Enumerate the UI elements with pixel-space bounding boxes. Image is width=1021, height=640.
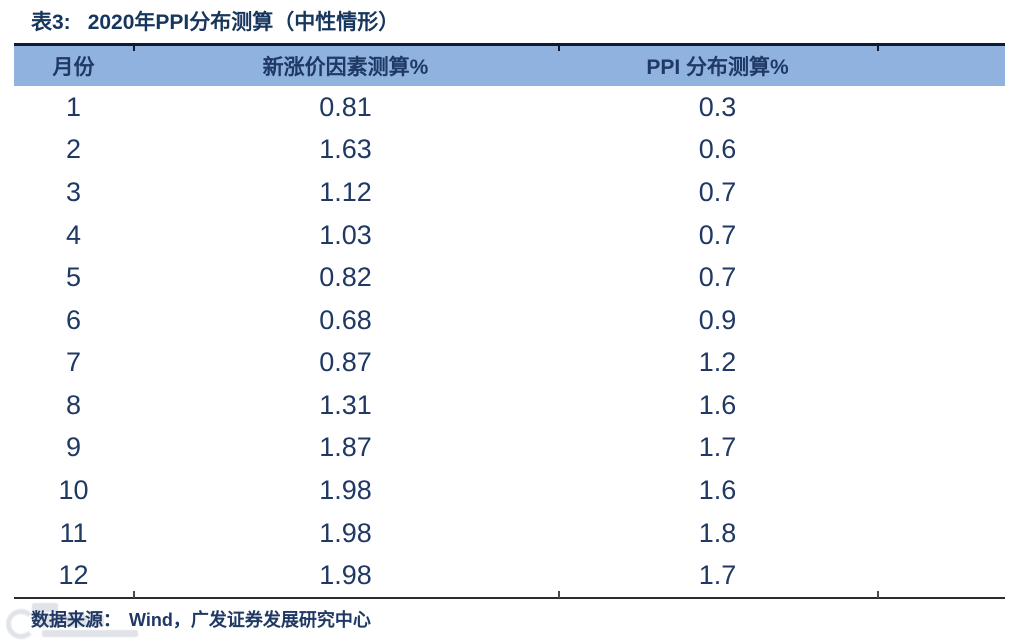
table-cell: 6: [65, 304, 82, 335]
table-cell: 0.7: [698, 262, 737, 293]
table-caption-prefix: 表3:: [31, 11, 71, 34]
table-header-row: 月份 新涨价因素测算% PPI 分布测算%: [14, 46, 1005, 86]
table-row: 2 1.63 0.6: [14, 129, 1005, 172]
table-cell: 1.6: [698, 474, 737, 505]
table-cell: 0.9: [698, 304, 737, 335]
data-source-label: 数据来源：: [31, 610, 121, 630]
table-cell: 1.98: [319, 560, 372, 591]
table-row: 6 0.68 0.9: [14, 299, 1005, 342]
table-cell: 1.6: [698, 389, 737, 420]
table-cell: 1.03: [319, 219, 372, 250]
table-cell: 7: [65, 347, 82, 378]
table-caption: 表3: 2020年PPI分布测算（中性情形）: [31, 6, 399, 36]
table-cell: 5: [65, 262, 82, 293]
table-cell: 1.31: [319, 389, 372, 420]
table-cell: 1.12: [319, 176, 372, 207]
table-cell: 1.2: [698, 347, 737, 378]
table-cell: 0.7: [698, 219, 737, 250]
column-tick: [558, 591, 560, 598]
table-cell: 1: [65, 91, 82, 122]
table-bottom-rule: [14, 597, 1005, 599]
table-cell: 0.3: [698, 91, 737, 122]
table-cell: 11: [59, 517, 88, 548]
column-header-month: 月份: [52, 56, 95, 79]
table-cell: 10: [58, 474, 89, 505]
table-row: 5 0.82 0.7: [14, 256, 1005, 299]
table-cell: 3: [65, 176, 82, 207]
column-tick: [877, 591, 879, 598]
table-cell: 1.63: [319, 134, 372, 165]
table-body: 1 0.81 0.3 2 1.63 0.6 3 1.12 0.7 4 1.03 0.7 5 0.82 0.7…: [14, 86, 1005, 597]
table-row: 12 1.98 1.7: [14, 554, 1005, 597]
table-cell: 1.98: [319, 474, 372, 505]
column-header-new-price-factor: 新涨价因素测算%: [262, 56, 429, 79]
table-cell: 1.98: [319, 517, 372, 548]
table-row: 3 1.12 0.7: [14, 171, 1005, 214]
table-row: 8 1.31 1.6: [14, 384, 1005, 427]
column-header-ppi-distribution: PPI 分布测算%: [646, 56, 789, 79]
table-cell: 0.81: [319, 91, 372, 122]
table-cell: 2: [65, 134, 82, 165]
column-tick: [877, 43, 879, 51]
table-cell: 0.82: [319, 262, 372, 293]
table-cell: 0.68: [319, 304, 372, 335]
column-tick: [558, 43, 560, 51]
table-cell: 1.8: [698, 517, 737, 548]
table-row: 11 1.98 1.8: [14, 512, 1005, 555]
table-cell: 1.7: [698, 560, 737, 591]
data-source-line: 数据来源： Wind，广发证券发展研究中心: [31, 605, 371, 633]
table-cell: 4: [65, 219, 82, 250]
table-row: 9 1.87 1.7: [14, 427, 1005, 470]
table-cell: 8: [65, 389, 82, 420]
table-cell: 0.7: [698, 176, 737, 207]
table-cell: 0.87: [319, 347, 372, 378]
table-row: 1 0.81 0.3: [14, 86, 1005, 129]
table-cell: 1.7: [698, 432, 737, 463]
table-row: 4 1.03 0.7: [14, 214, 1005, 257]
column-tick: [133, 43, 135, 51]
table-cell: 9: [65, 432, 82, 463]
table-caption-title: 2020年PPI分布测算（中性情形）: [87, 11, 400, 34]
table-row: 7 0.87 1.2: [14, 341, 1005, 384]
table-row: 10 1.98 1.6: [14, 469, 1005, 512]
data-source-text: Wind，广发证券发展研究中心: [129, 610, 371, 630]
column-tick: [133, 591, 135, 598]
table-cell: 12: [58, 560, 89, 591]
table-cell: 0.6: [698, 134, 737, 165]
table-top-rule: [14, 43, 1005, 46]
table-cell: 1.87: [319, 432, 372, 463]
